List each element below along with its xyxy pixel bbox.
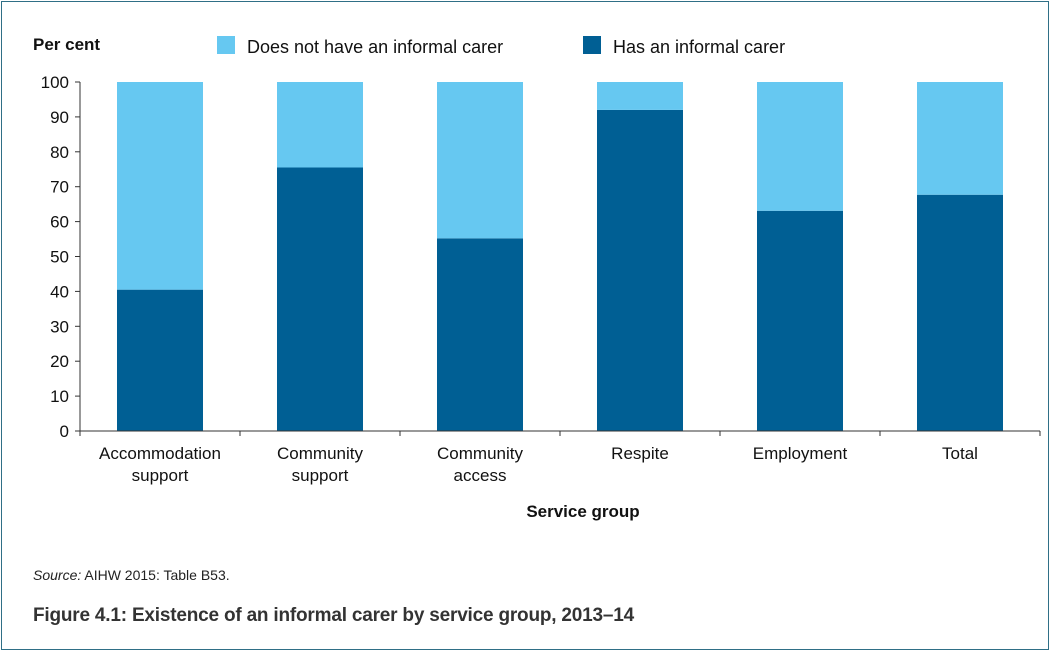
bar-does-not-have-informal-carer bbox=[117, 82, 203, 290]
x-tick-label-line: Employment bbox=[753, 444, 848, 463]
x-tick-label-line: Total bbox=[942, 444, 978, 463]
x-tick-label: Total bbox=[942, 444, 978, 463]
x-tick-label: Respite bbox=[611, 444, 669, 463]
bar-has-informal-carer bbox=[117, 289, 203, 431]
y-tick-label: 50 bbox=[50, 248, 69, 267]
y-axis-title: Per cent bbox=[33, 35, 100, 54]
y-tick-label: 0 bbox=[60, 422, 69, 441]
stacked-bar-chart: 0 10 20 30 40 50 60 70 80 90 100 Accommodation supp… bbox=[33, 35, 1041, 521]
x-tick-label: Community access bbox=[437, 444, 523, 485]
y-tick-label: 40 bbox=[50, 282, 69, 301]
x-tick-label-line: Community bbox=[437, 444, 523, 463]
legend-label: Has an informal carer bbox=[613, 37, 785, 57]
bars-group bbox=[117, 82, 1003, 432]
bar-has-informal-carer bbox=[917, 194, 1003, 431]
x-tick-label-line: access bbox=[454, 466, 507, 485]
bar-does-not-have-informal-carer bbox=[757, 82, 843, 211]
figure-caption: Figure 4.1: Existence of an informal car… bbox=[33, 605, 634, 626]
x-tick-label-line: Respite bbox=[611, 444, 669, 463]
y-tick-label: 80 bbox=[50, 143, 69, 162]
x-tick-label: Community support bbox=[277, 444, 363, 485]
x-tick-label-line: support bbox=[132, 466, 189, 485]
legend-swatch bbox=[583, 36, 601, 54]
legend: Does not have an informal carer Has an in… bbox=[217, 36, 785, 57]
x-tick-label-line: Community bbox=[277, 444, 363, 463]
bar-has-informal-carer bbox=[597, 109, 683, 432]
x-tick-label-line: support bbox=[292, 466, 349, 485]
y-tick-label: 10 bbox=[50, 387, 69, 406]
y-tick-label: 60 bbox=[50, 213, 69, 232]
bar-has-informal-carer bbox=[277, 167, 363, 431]
bar-does-not-have-informal-carer bbox=[597, 82, 683, 110]
bar-has-informal-carer bbox=[437, 238, 523, 431]
x-tick-label-line: Accommodation bbox=[99, 444, 221, 463]
legend-label: Does not have an informal carer bbox=[247, 37, 503, 57]
x-tick-label: Accommodation support bbox=[99, 444, 221, 485]
y-tick-label: 30 bbox=[50, 317, 69, 336]
bar-has-informal-carer bbox=[757, 210, 843, 431]
bar-does-not-have-informal-carer bbox=[277, 82, 363, 168]
source-text: AIHW 2015: Table B53. bbox=[81, 567, 230, 583]
bar-does-not-have-informal-carer bbox=[917, 82, 1003, 195]
bar-does-not-have-informal-carer bbox=[437, 82, 523, 239]
x-tick-label: Employment bbox=[753, 444, 848, 463]
y-tick-label: 100 bbox=[41, 73, 69, 92]
y-tick-label: 70 bbox=[50, 178, 69, 197]
y-axis: 0 10 20 30 40 50 60 70 80 90 100 bbox=[41, 73, 81, 441]
legend-swatch bbox=[217, 36, 235, 54]
x-axis-title: Service group bbox=[526, 502, 639, 521]
y-tick-label: 90 bbox=[50, 108, 69, 127]
source-label: Source: bbox=[33, 567, 82, 583]
y-tick-label: 20 bbox=[50, 352, 69, 371]
source-note: Source: AIHW 2015: Table B53. bbox=[33, 567, 230, 583]
